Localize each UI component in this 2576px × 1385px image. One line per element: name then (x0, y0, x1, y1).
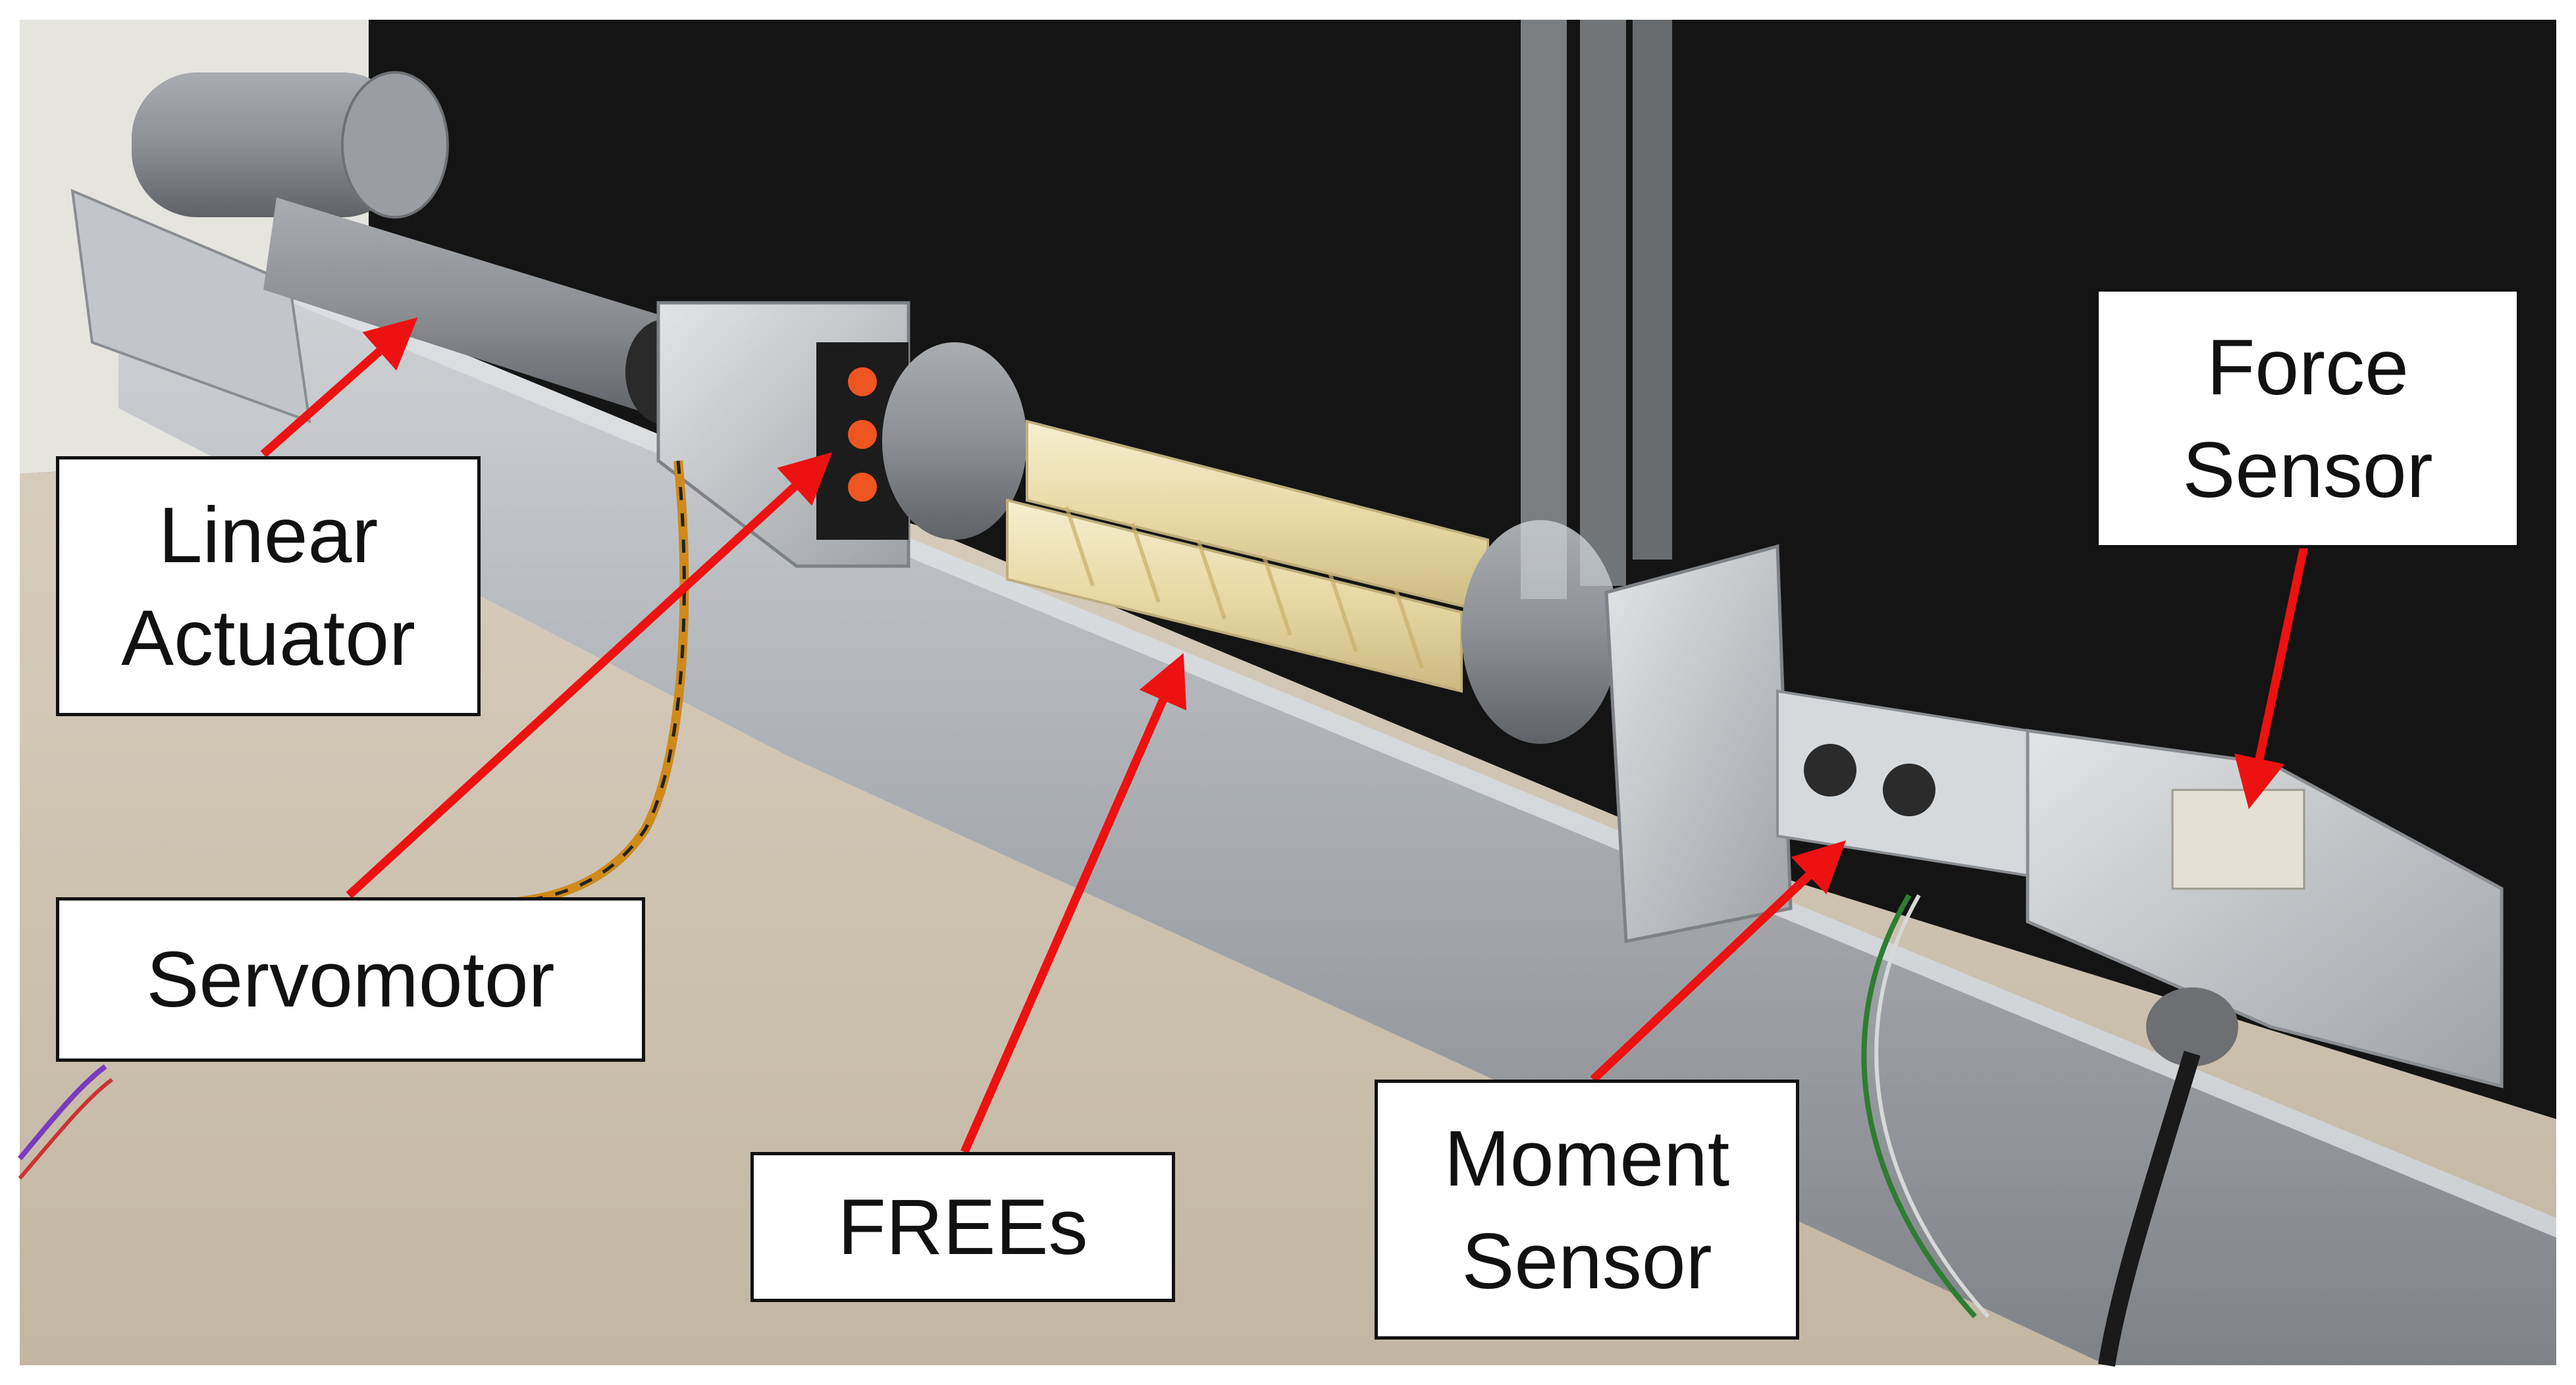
label-force-sensor-line2: Sensor (2182, 425, 2433, 514)
label-servomotor-text: Servomotor (146, 935, 555, 1024)
frees-tube-lower (1006, 498, 1463, 693)
frees-left-cap (882, 342, 1027, 540)
servo-fitting-2 (848, 420, 877, 449)
rail-end-bracket (70, 188, 311, 424)
air-tube-3 (1633, 20, 1672, 560)
label-servomotor: Servomotor (56, 897, 645, 1062)
arrow-frees (960, 653, 1187, 1154)
servo-fitting-3 (848, 473, 877, 502)
actuator-shaft (263, 197, 685, 421)
force-sensor-label (2171, 789, 2305, 890)
label-linear-actuator-line2: Actuator (121, 593, 415, 682)
frees-fiber-pattern (1065, 506, 1424, 669)
moment-sensor-hole-1 (1804, 744, 1856, 797)
label-force-sensor-line1: Force (2207, 323, 2409, 411)
arrow-force-sensor (2234, 545, 2309, 810)
loose-wire-purple (17, 1064, 107, 1161)
label-linear-actuator: Linear Actuator (56, 456, 481, 716)
label-linear-actuator-line1: Linear (158, 490, 379, 579)
arrow-linear-actuator (260, 317, 418, 457)
force-sensor-cable (2098, 1051, 2201, 1367)
servo-fitting-1 (848, 367, 877, 396)
air-tube-1 (1521, 20, 1567, 599)
label-force-sensor: Force Sensor (2095, 288, 2520, 548)
label-moment-sensor-line2: Sensor (1461, 1216, 1712, 1305)
moment-sensor-wire-white (1874, 894, 1990, 1319)
actuator-motor (132, 72, 408, 217)
moment-sensor-mount (1604, 544, 1793, 944)
actuator-endcap (341, 71, 449, 219)
label-moment-sensor: Moment Sensor (1375, 1080, 1799, 1340)
arrow-moment-sensor (1590, 840, 1847, 1083)
force-sensor-connector (2146, 987, 2238, 1066)
air-tube-2 (1580, 20, 1626, 586)
label-frees-text: FREEs (837, 1183, 1088, 1271)
arrow-servomotor (346, 452, 833, 899)
label-frees: FREEs (750, 1152, 1175, 1302)
loose-wire-red (18, 1078, 113, 1180)
label-moment-sensor-line1: Moment (1444, 1114, 1730, 1203)
moment-sensor-wire-green (1861, 893, 1977, 1319)
moment-sensor-hole-2 (1883, 764, 1935, 816)
